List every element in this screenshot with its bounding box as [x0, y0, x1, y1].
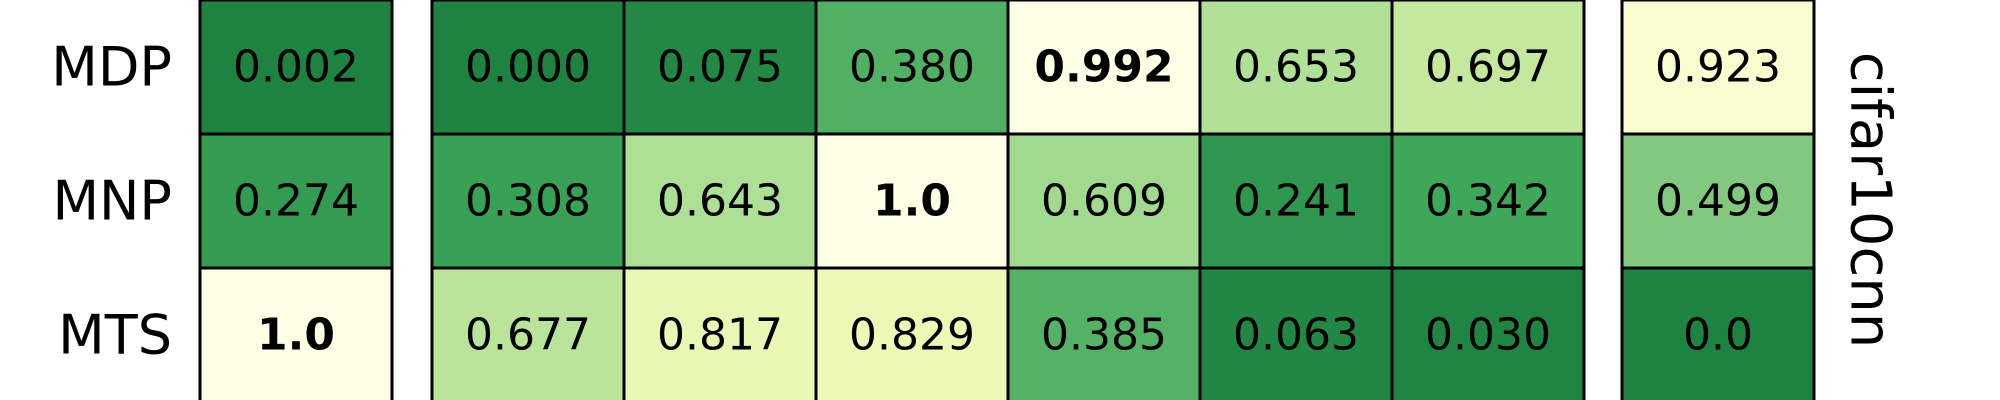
cell-value-label: 0.063 [1233, 310, 1359, 361]
heatmap-cell [1390, 0, 1586, 136]
heatmap-cell [622, 266, 818, 400]
cell-value-label: 0.075 [657, 42, 783, 93]
row-labels: MDP MNP MTS [51, 36, 172, 367]
cell-value-label: 0.697 [1425, 42, 1551, 93]
cell-value-label: 0.499 [1655, 176, 1781, 227]
cell-value-label: 1.0 [873, 176, 951, 227]
heatmap-cell [1006, 0, 1202, 136]
cell-value-label: 0.342 [1425, 176, 1551, 227]
heatmap-cell [814, 132, 1010, 270]
heatmap-cell [1620, 266, 1816, 400]
cell-value-label: 1.0 [257, 310, 335, 361]
cell-value-label: 0.609 [1041, 176, 1167, 227]
heatmap-cell [198, 0, 394, 136]
heatmap-cell [1006, 266, 1202, 400]
heatmap-cell [1198, 132, 1394, 270]
cell-value-label: 0.308 [465, 176, 591, 227]
cell-value-label: 0.643 [657, 176, 783, 227]
heatmap-cell [814, 266, 1010, 400]
row-label-mnp: MNP [52, 170, 172, 233]
heatmap-cell [1006, 132, 1202, 270]
cell-value-label: 0.030 [1425, 310, 1551, 361]
cell-value-label: 0.992 [1034, 42, 1173, 93]
row-label-mts: MTS [58, 304, 172, 367]
cell-value-label: 0.000 [465, 42, 591, 93]
row-label-mdp: MDP [51, 36, 172, 99]
heatmap-cell [1198, 266, 1394, 400]
cell-value-label: 0.653 [1233, 42, 1359, 93]
cell-value-label: 0.829 [849, 310, 975, 361]
heatmap-cell [430, 132, 626, 270]
cell-value-label: 0.0 [1683, 310, 1753, 361]
heatmap-cell [430, 266, 626, 400]
heatmap-cells: 0.002 0.274 1.0 0.000 0.075 0.380 0.992 0.653 0.… [198, 0, 1816, 400]
heatmap-cell [1198, 0, 1394, 136]
cell-value-label: 0.274 [233, 176, 359, 227]
heatmap-cell [198, 266, 394, 400]
heatmap-cell [198, 132, 394, 270]
heatmap-cell [430, 0, 626, 136]
cell-value-label: 0.817 [657, 310, 783, 361]
cell-value-label: 0.002 [233, 42, 359, 93]
heatmap-cell [1390, 132, 1586, 270]
cell-value-label: 0.677 [465, 310, 591, 361]
heatmap-cell [1620, 132, 1816, 270]
cell-value-label: 0.380 [849, 42, 975, 93]
cell-value-label: 0.241 [1233, 176, 1359, 227]
cell-value-label: 0.385 [1041, 310, 1167, 361]
cell-value-label: 0.923 [1655, 42, 1781, 93]
side-label: cifar10cnn [1838, 52, 1903, 348]
heatmap-cell [1390, 266, 1586, 400]
heatmap-cell [1620, 0, 1816, 136]
